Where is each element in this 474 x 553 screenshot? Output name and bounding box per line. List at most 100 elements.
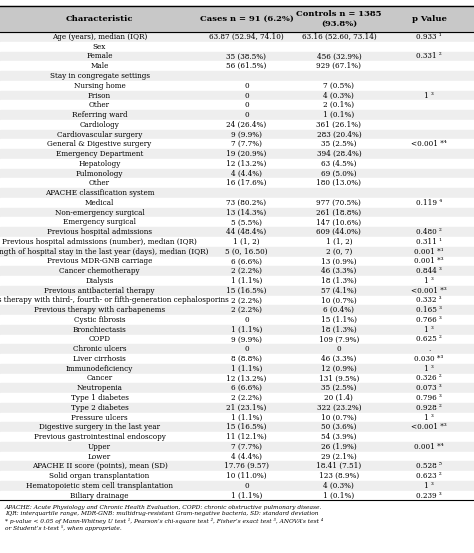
Text: 44 (48.4%): 44 (48.4%) (227, 228, 266, 236)
Text: 1 (0.1%): 1 (0.1%) (323, 111, 355, 119)
Text: General & Digestive surgery: General & Digestive surgery (47, 140, 152, 148)
Text: 18 (1.3%): 18 (1.3%) (321, 277, 357, 285)
Text: 0: 0 (337, 345, 341, 353)
Text: Cancer chemotherapy: Cancer chemotherapy (59, 267, 140, 275)
Text: 0.030 *³: 0.030 *³ (414, 355, 444, 363)
Text: 609 (44.0%): 609 (44.0%) (317, 228, 361, 236)
Text: 46 (3.3%): 46 (3.3%) (321, 267, 356, 275)
Text: 0.073 ³: 0.073 ³ (416, 384, 442, 392)
Bar (0, 315, 474, 325)
Text: 6 (6.6%): 6 (6.6%) (231, 257, 262, 265)
Text: Emergency Department: Emergency Department (56, 150, 143, 158)
Bar (0, 393, 474, 403)
Text: 15 (16.5%): 15 (16.5%) (226, 286, 267, 295)
Text: 10 (11.0%): 10 (11.0%) (226, 472, 267, 480)
Text: 29 (2.1%): 29 (2.1%) (321, 452, 357, 461)
Text: 2 (2.2%): 2 (2.2%) (231, 394, 262, 402)
Bar (0, 91, 474, 101)
Bar (0, 345, 474, 354)
Text: 2 (2.2%): 2 (2.2%) (231, 306, 262, 314)
Text: 109 (7.9%): 109 (7.9%) (319, 336, 359, 343)
Bar (0, 198, 474, 208)
Bar (0, 452, 474, 461)
Bar (0, 335, 474, 345)
Text: Type 1 diabetes: Type 1 diabetes (71, 394, 128, 402)
Text: Stay in congregate settings: Stay in congregate settings (50, 72, 149, 80)
Text: 18 (1.3%): 18 (1.3%) (321, 326, 357, 333)
Text: 21 (23.1%): 21 (23.1%) (226, 404, 267, 412)
Text: 1 ³: 1 ³ (424, 326, 434, 333)
Text: Previous hospital admissions: Previous hospital admissions (47, 228, 152, 236)
Text: 20 (1.4): 20 (1.4) (325, 394, 353, 402)
Bar (0, 110, 474, 120)
Text: 0: 0 (244, 111, 249, 119)
Text: 4 (4.4%): 4 (4.4%) (231, 452, 262, 461)
Text: Cystic fibrosis: Cystic fibrosis (74, 316, 125, 324)
Bar (0, 403, 474, 413)
Bar (0, 432, 474, 442)
Text: 283 (20.4%): 283 (20.4%) (317, 131, 361, 139)
Bar (0, 374, 474, 383)
Text: 5 (0, 16.50): 5 (0, 16.50) (225, 248, 268, 255)
Text: Solid organ transplantation: Solid organ transplantation (49, 472, 150, 480)
Text: 0.001 *¹: 0.001 *¹ (414, 248, 444, 255)
Text: 9 (9.9%): 9 (9.9%) (231, 336, 262, 343)
Text: Hepatology: Hepatology (78, 160, 121, 168)
Text: 8 (8.8%): 8 (8.8%) (231, 355, 262, 363)
Text: 456 (32.9%): 456 (32.9%) (317, 53, 361, 60)
Text: 35 (2.5%): 35 (2.5%) (321, 140, 356, 148)
Text: 0.239 ³: 0.239 ³ (416, 492, 442, 499)
Text: 147 (10.6%): 147 (10.6%) (316, 218, 362, 226)
Bar (0, 208, 474, 217)
Bar (0, 325, 474, 335)
Text: 1 (1.1%): 1 (1.1%) (231, 414, 262, 421)
Text: Pulmonology: Pulmonology (76, 170, 123, 178)
Text: 394 (28.4%): 394 (28.4%) (317, 150, 361, 158)
Text: 1 (1.1%): 1 (1.1%) (231, 365, 262, 373)
Bar (0, 188, 474, 198)
Bar (0, 481, 474, 491)
Text: 0: 0 (244, 101, 249, 109)
Text: Pressure ulcers: Pressure ulcers (71, 414, 128, 421)
Text: 12 (13.2%): 12 (13.2%) (226, 160, 267, 168)
Text: 6 (0.4%): 6 (0.4%) (323, 306, 355, 314)
Text: 57 (4.1%): 57 (4.1%) (321, 286, 357, 295)
Text: 2 (0.1%): 2 (0.1%) (323, 101, 355, 109)
Text: 1 ³: 1 ³ (424, 482, 434, 490)
Text: 180 (13.0%): 180 (13.0%) (317, 179, 361, 187)
Bar (0, 139, 474, 149)
Text: 0.332 ³: 0.332 ³ (416, 296, 442, 304)
Text: Cases n = 91 (6.2%): Cases n = 91 (6.2%) (200, 15, 293, 23)
Text: Upper: Upper (88, 443, 111, 451)
Text: Digestive surgery in the last year: Digestive surgery in the last year (39, 423, 160, 431)
Bar (0, 227, 474, 237)
Text: 0.311 ¹: 0.311 ¹ (416, 238, 442, 246)
Text: Previous therapy with carbapenems: Previous therapy with carbapenems (34, 306, 165, 314)
Text: 0.796 ³: 0.796 ³ (416, 394, 442, 402)
Text: 0: 0 (244, 91, 249, 100)
Text: p Value: p Value (411, 15, 447, 23)
Text: 1 (0.1%): 1 (0.1%) (323, 492, 355, 499)
Bar (0, 442, 474, 452)
Text: 2 (2.2%): 2 (2.2%) (231, 267, 262, 275)
Bar (0, 81, 474, 91)
Text: 11 (12.1%): 11 (12.1%) (226, 433, 267, 441)
Text: 0.528 ⁵: 0.528 ⁵ (416, 462, 442, 470)
Text: 0.933 ¹: 0.933 ¹ (416, 33, 442, 41)
Text: 46 (3.3%): 46 (3.3%) (321, 355, 356, 363)
Text: 35 (2.5%): 35 (2.5%) (321, 384, 356, 392)
Text: Nursing home: Nursing home (73, 82, 126, 90)
Text: 54 (3.9%): 54 (3.9%) (321, 433, 356, 441)
Text: Cardiovascular surgery: Cardiovascular surgery (57, 131, 142, 139)
Text: 1 (1, 2): 1 (1, 2) (233, 238, 260, 246)
Bar (0, 129, 474, 139)
Text: Other: Other (89, 179, 110, 187)
Text: 10 (0.7%): 10 (0.7%) (321, 296, 357, 304)
Bar (0, 491, 474, 500)
Text: 1 (1.1%): 1 (1.1%) (231, 277, 262, 285)
Text: Sex: Sex (93, 43, 106, 51)
Text: 7 (0.5%): 7 (0.5%) (323, 82, 355, 90)
Bar (0, 276, 474, 286)
Bar (0, 51, 474, 61)
Text: Chronic ulcers: Chronic ulcers (73, 345, 126, 353)
